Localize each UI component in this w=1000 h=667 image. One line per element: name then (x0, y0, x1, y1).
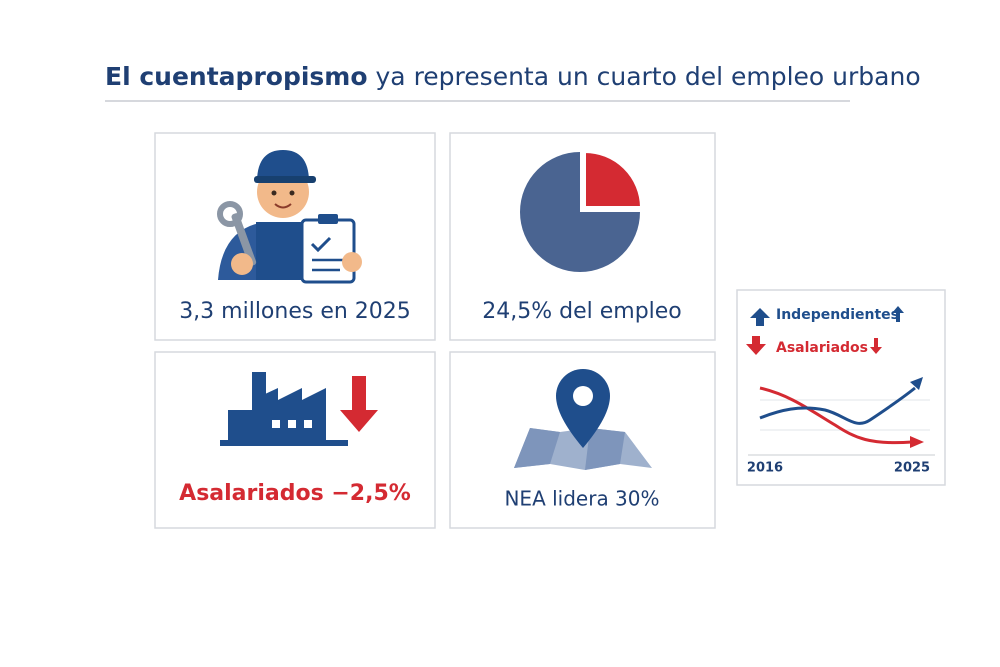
pie-icon-blue (520, 152, 640, 272)
down-arrow (340, 376, 378, 432)
legend-label: Asalariados (776, 340, 868, 356)
title: El cuentapropismo ya representa un cuarto… (105, 62, 921, 91)
title-rest: ya representa un cuarto del empleo urban… (376, 62, 921, 91)
x-label: 2025 (894, 461, 930, 476)
pie-icon-red (584, 150, 643, 208)
factory-icon (220, 372, 348, 446)
card-text: Asalariados −2,5% (179, 481, 411, 506)
mini-chart-frame (736, 289, 946, 486)
card-text: NEA lidera 30% (504, 487, 659, 511)
card-text: 3,3 millones en 2025 (179, 299, 411, 324)
legend-arrow-up (750, 308, 770, 326)
title-emphasis: El cuentapropismo (105, 62, 368, 91)
worker-icon (217, 150, 362, 284)
trend-line-red (759, 386, 913, 445)
trend-arrow (910, 436, 924, 448)
legend-arrow-down (746, 336, 766, 355)
map-icon (514, 369, 652, 470)
trend-line-blue (759, 386, 916, 425)
card-text: 24,5% del empleo (482, 299, 682, 324)
trend-arrow (910, 377, 923, 390)
legend-label: Independientes (776, 307, 899, 323)
legend-arrow (870, 338, 882, 354)
legend-arrow (892, 306, 904, 322)
x-label: 2016 (747, 461, 783, 476)
